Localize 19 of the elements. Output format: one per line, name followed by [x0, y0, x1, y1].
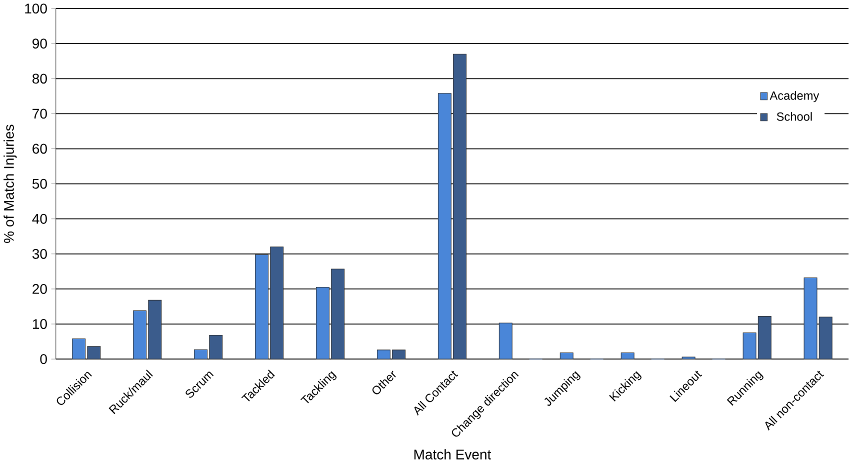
y-axis-title: % of Match Injuries — [4, 124, 17, 243]
y-tick-label: 90 — [32, 38, 47, 49]
bar — [620, 352, 634, 360]
y-tick-label: 30 — [32, 248, 47, 259]
y-tick-label: 0 — [40, 354, 47, 364]
legend-label: Academy — [770, 91, 820, 102]
legend-label: School — [776, 112, 812, 121]
x-axis-title: Match Event — [414, 449, 492, 460]
y-tick-label: 10 — [32, 319, 47, 329]
y-tick-label: 80 — [32, 74, 47, 84]
bar — [682, 356, 696, 360]
y-tick-label: 50 — [32, 178, 47, 189]
y-tick-label: 40 — [32, 214, 47, 224]
y-tick-label: 70 — [32, 108, 47, 119]
y-tick-label: 20 — [32, 284, 47, 294]
bar — [498, 322, 512, 360]
y-tick-label: 100 — [25, 4, 47, 14]
y-tick-label: 60 — [32, 144, 47, 154]
bar — [560, 352, 574, 360]
